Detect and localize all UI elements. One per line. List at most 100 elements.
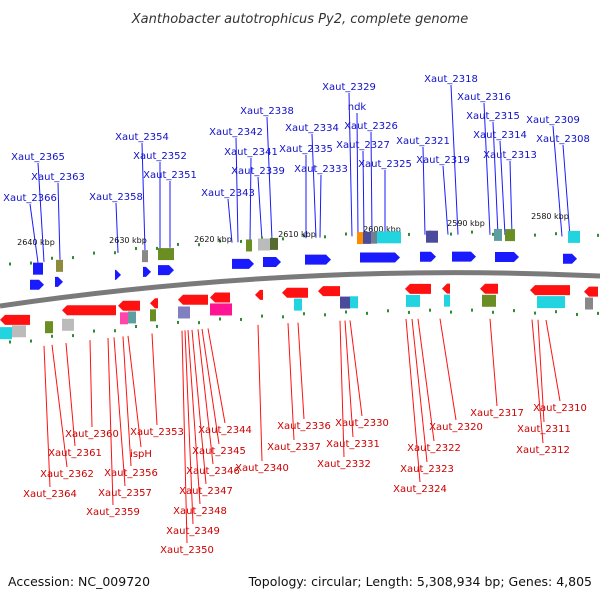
reverse-gene-arrow (442, 283, 450, 294)
genome-summary-text: Topology: circular; Length: 5,308,934 bp… (248, 574, 592, 589)
reverse-leader-line (439, 318, 457, 421)
leader-lines (29, 84, 571, 544)
reverse-gene-label: Xaut_2330 (335, 418, 389, 429)
scale-dot (51, 256, 53, 260)
feature-box (371, 231, 377, 244)
reverse-leader-line (184, 330, 194, 525)
forward-gene-arrow (563, 253, 577, 264)
reverse-gene-label: Xaut_2353 (130, 427, 184, 438)
feature-box (210, 303, 232, 316)
forward-gene-arrow (30, 279, 44, 290)
feature-box (350, 296, 358, 309)
reverse-gene-label: Xaut_2348 (173, 506, 227, 517)
accession-text: Accession: NC_009720 (8, 574, 150, 589)
reverse-gene-arrow (0, 314, 30, 325)
scale-dot (408, 232, 410, 236)
reverse-gene-label: Xaut_2359 (86, 507, 140, 518)
forward-gene-label: Xaut_2338 (240, 106, 294, 117)
feature-box (357, 232, 363, 245)
scale-dot (303, 312, 305, 316)
reverse-leader-line (257, 324, 263, 462)
reverse-leader-line (43, 345, 51, 488)
forward-leader-line (562, 144, 571, 237)
feature-box (128, 311, 136, 324)
forward-gene-label: Xaut_2316 (457, 92, 511, 103)
gene-labels: Xaut_2366Xaut_2365Xaut_2363Xaut_2358Xaut… (3, 74, 590, 556)
scale-dot (366, 311, 368, 315)
forward-gene-label: Xaut_2358 (89, 192, 143, 203)
forward-gene-label: Xaut_2366 (3, 193, 57, 204)
scale-dot (156, 246, 158, 250)
reverse-gene-label: Xaut_2344 (198, 425, 252, 436)
reverse-gene-arrow (210, 292, 230, 303)
feature-box (294, 298, 302, 311)
reverse-gene-label: Xaut_2336 (277, 421, 331, 432)
forward-gene-arrow (360, 252, 400, 263)
feature-box (33, 262, 43, 275)
forward-gene-label: Xaut_2325 (358, 159, 412, 170)
reverse-gene-label: Xaut_2337 (267, 442, 321, 453)
reverse-gene-label: Xaut_2364 (23, 489, 77, 500)
forward-leader-line (37, 162, 45, 262)
reverse-leader-line (349, 320, 363, 417)
genome-backbone (0, 270, 600, 309)
reverse-leader-line (411, 318, 428, 463)
reverse-gene-label: ispH (130, 449, 152, 460)
scale-dot (9, 262, 11, 266)
scale-tick-label: 2600 kbp (363, 225, 401, 234)
forward-gene-label: Xaut_2314 (473, 130, 527, 141)
feature-box (585, 297, 593, 310)
forward-leader-line (362, 150, 365, 236)
reverse-leader-line (51, 344, 68, 468)
reverse-gene-label: Xaut_2350 (160, 545, 214, 556)
reverse-gene-arrow (318, 286, 340, 297)
forward-leader-line (450, 84, 459, 235)
forward-gene-arrow (55, 276, 63, 287)
scale-dot (114, 251, 116, 255)
feature-box (56, 259, 63, 272)
feature-box (150, 309, 156, 322)
scale-dot (93, 251, 95, 255)
scale-dot (198, 321, 200, 325)
forward-leader-line (141, 142, 146, 251)
scale-tick-label: 2610 kbp (278, 230, 316, 239)
reverse-gene-label: Xaut_2349 (166, 526, 220, 537)
scale-dot (135, 324, 137, 328)
reverse-leader-line (89, 340, 93, 428)
scale-dot (597, 311, 599, 315)
scale-dot (408, 310, 410, 314)
reverse-gene-label: Xaut_2361 (48, 448, 102, 459)
forward-gene-label: Xaut_2321 (396, 136, 450, 147)
forward-gene-label: Xaut_2365 (11, 152, 65, 163)
reverse-leader-line (127, 335, 142, 448)
forward-leader-line (227, 198, 233, 243)
reverse-gene-label: Xaut_2356 (104, 468, 158, 479)
scale-dot (282, 237, 284, 241)
reverse-leader-line (405, 318, 421, 483)
reverse-leader-line (181, 330, 188, 544)
forward-gene-arrow (263, 257, 281, 268)
forward-gene-label: Xaut_2339 (231, 166, 285, 177)
forward-gene-label: Xaut_2351 (143, 170, 197, 181)
forward-gene-label: Xaut_2343 (201, 188, 255, 199)
reverse-gene-label: Xaut_2310 (533, 403, 587, 414)
scale-dot (492, 310, 494, 314)
reverse-gene-arrow (405, 283, 431, 294)
feature-box (537, 296, 565, 309)
forward-leader-line (422, 146, 426, 235)
scale-dot (429, 308, 431, 312)
reverse-gene-label: Xaut_2345 (192, 446, 246, 457)
forward-gene-label: Xaut_2327 (336, 140, 390, 151)
scale-dot (324, 313, 326, 317)
forward-leader-line (29, 203, 39, 263)
reverse-leader-line (537, 319, 545, 423)
forward-gene-label: ndk (348, 102, 367, 113)
scale-tick-label: 2590 kbp (447, 219, 485, 228)
forward-leader-line (348, 92, 353, 237)
scale-dot (450, 310, 452, 314)
forward-leader-line (249, 157, 252, 242)
scale-dot (198, 243, 200, 247)
reverse-leader-line (151, 333, 158, 426)
reverse-leader-line (107, 338, 114, 506)
forward-gene-label: Xaut_2313 (483, 150, 537, 161)
